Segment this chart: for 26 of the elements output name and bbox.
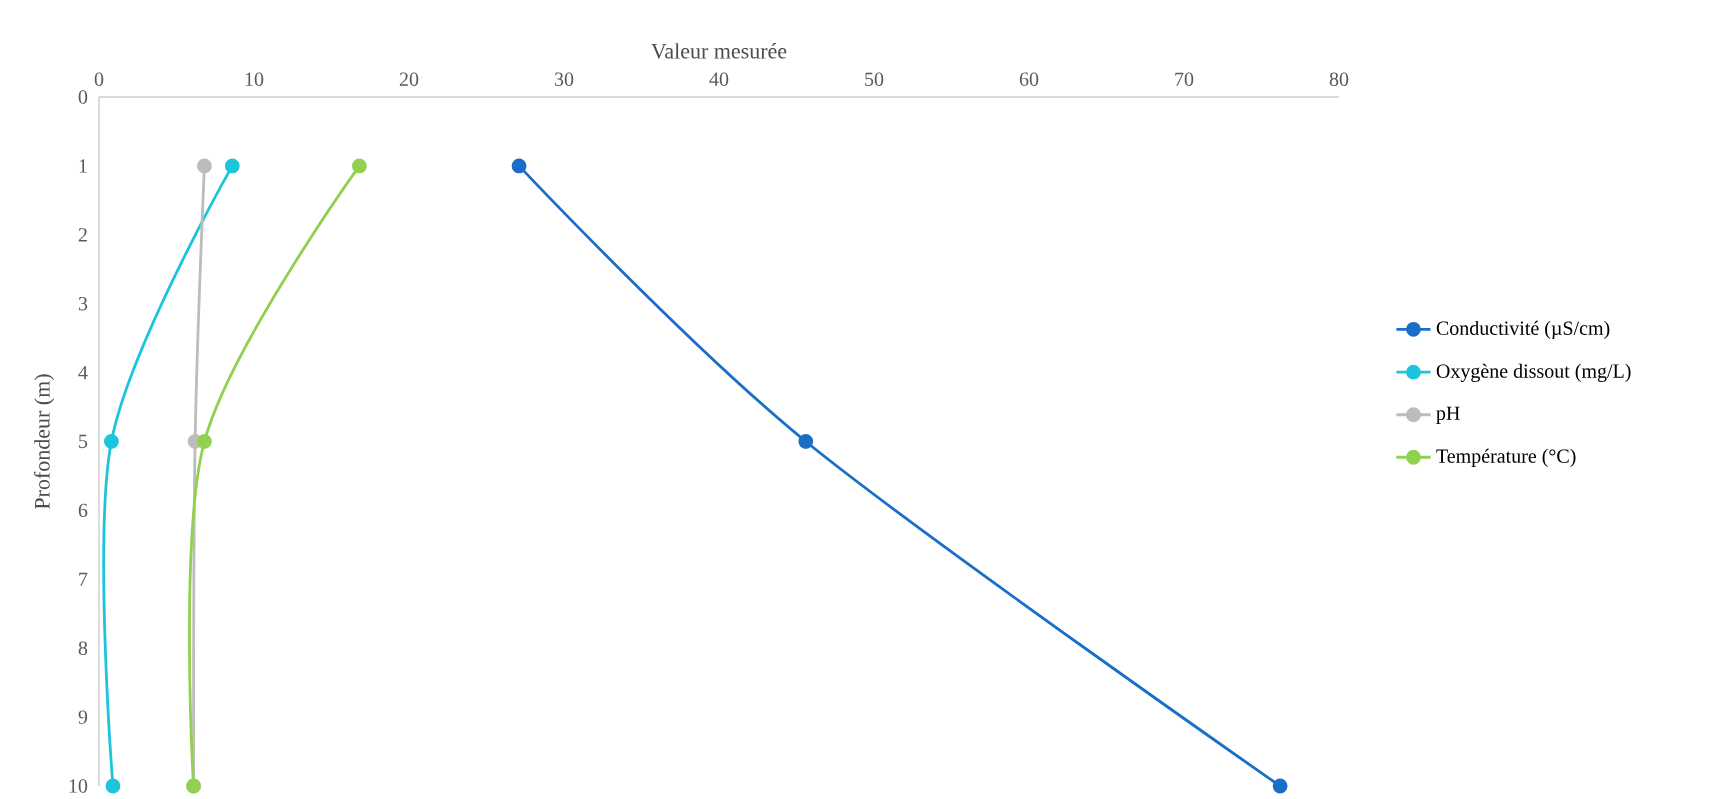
x-tick-label: 40 bbox=[709, 72, 729, 86]
x-tick-label: 80 bbox=[1329, 72, 1349, 86]
y-tick-label: 3 bbox=[78, 296, 88, 311]
y-tick-label: 6 bbox=[78, 503, 88, 518]
legend-label: Conductivité (µS/cm) bbox=[1436, 320, 1610, 340]
x-tick-label: 60 bbox=[1019, 72, 1039, 86]
y-tick-label: 4 bbox=[78, 366, 88, 380]
x-tick-label: 50 bbox=[865, 72, 884, 86]
y-tick-label: 9 bbox=[78, 710, 88, 724]
x-tick-label: 70 bbox=[1175, 72, 1194, 86]
y-tick-label: 8 bbox=[78, 641, 88, 655]
y-tick-label: 1 bbox=[79, 159, 87, 173]
legend-label: Oxygène dissout (mg/L) bbox=[1436, 363, 1631, 383]
legend-label: Température (°C) bbox=[1436, 448, 1576, 467]
x-tick-label: 0 bbox=[94, 72, 104, 86]
y-tick-label: 7 bbox=[79, 572, 88, 586]
y-axis-title: Profondeur (m) bbox=[34, 374, 55, 509]
y-tick-label: 5 bbox=[79, 434, 88, 449]
x-tick-label: 10 bbox=[245, 72, 264, 86]
legend-label: pH bbox=[1436, 406, 1460, 425]
x-tick-label: 30 bbox=[554, 72, 574, 86]
x-axis-title: Valeur mesurée bbox=[651, 43, 787, 59]
y-tick-label: 2 bbox=[78, 228, 87, 242]
y-tick-label: 0 bbox=[78, 90, 88, 104]
x-tick-label: 20 bbox=[399, 72, 419, 86]
y-tick-label: 10 bbox=[69, 779, 88, 793]
